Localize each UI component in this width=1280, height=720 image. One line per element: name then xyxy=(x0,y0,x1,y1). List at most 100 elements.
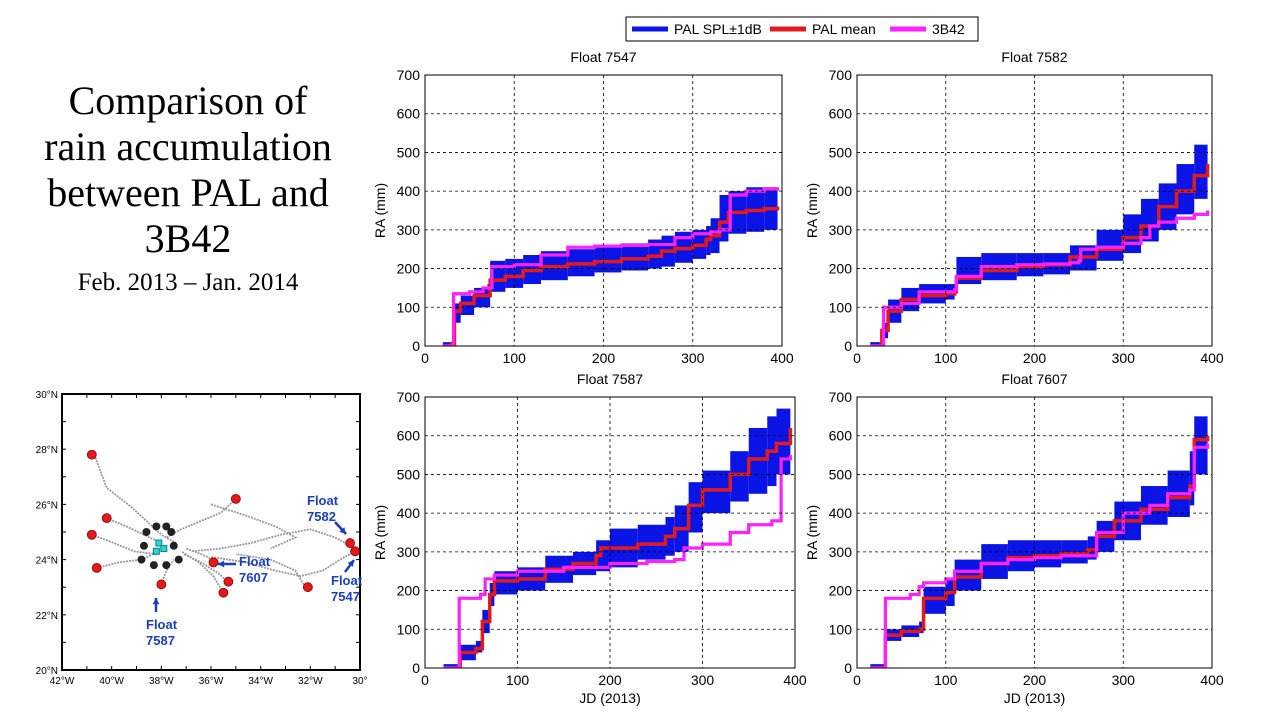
x-tick-label: 100 xyxy=(506,672,530,688)
float-label-text: 7547 xyxy=(331,589,360,604)
spl-band-segment xyxy=(702,470,731,514)
float-arrow-head xyxy=(339,527,346,534)
deploy-marker-black xyxy=(162,561,171,570)
slide-title-line: Comparison of xyxy=(68,78,308,123)
spl-band-segment xyxy=(776,408,791,475)
plot-frame xyxy=(424,74,783,347)
float-track xyxy=(93,454,177,544)
chart-panel-1: 0 100 200 300 400 0 100 200 300 400 500 600 700 Float… xyxy=(372,49,794,366)
float-track xyxy=(165,498,237,539)
spl-band-segment xyxy=(621,243,649,271)
y-tick-label: 300 xyxy=(829,544,853,560)
series-3b42-line xyxy=(870,210,1210,346)
slide-title-block: Comparison of rain accumulation between … xyxy=(18,78,358,300)
y-axis-label: RA (mm) xyxy=(372,183,388,238)
float-track xyxy=(180,550,225,594)
spl-band-segment xyxy=(954,559,982,591)
deploy-marker-black xyxy=(139,541,148,550)
y-tick-label: 600 xyxy=(829,106,853,122)
series-3b42-line xyxy=(442,187,780,346)
map-lat-label: 30°N xyxy=(36,390,58,401)
spl-band-segment xyxy=(1123,214,1141,254)
plot-area xyxy=(857,397,1212,668)
chart-title: Float 7547 xyxy=(570,49,636,65)
float-arrow-head xyxy=(218,560,225,568)
spl-band-segment xyxy=(870,664,882,668)
spl-band-segment xyxy=(1141,198,1159,242)
x-tick-label: 0 xyxy=(421,672,429,688)
y-tick-label: 200 xyxy=(397,261,421,277)
slide-title-line: 3B42 xyxy=(144,216,232,261)
deploy-marker-black xyxy=(142,528,151,536)
spl-band-segment xyxy=(919,284,946,304)
spl-band-segment xyxy=(1087,536,1097,560)
slide-title-line: rain accumulation xyxy=(44,124,332,169)
x-tick-label: 0 xyxy=(853,350,861,366)
y-tick-label: 100 xyxy=(829,621,853,637)
spl-band-segment xyxy=(719,195,729,242)
float-label-text: Float xyxy=(331,573,363,588)
spl-band-segment xyxy=(1176,164,1195,215)
map-lon-label: 38°W xyxy=(149,676,174,687)
float-end-marker xyxy=(86,529,97,540)
chart-title: Float 7582 xyxy=(1001,49,1067,65)
x-tick-label: 200 xyxy=(598,672,622,688)
deploy-marker-cyan xyxy=(155,539,163,547)
charts-group: 0 100 200 300 400 0 100 200 300 400 500 600 700 Float… xyxy=(372,49,1224,706)
float-end-marker xyxy=(350,546,360,557)
map-lat-label: 20°N xyxy=(36,666,58,677)
y-tick-label: 300 xyxy=(397,544,421,560)
spl-band-segment xyxy=(1194,416,1208,475)
y-tick-label: 500 xyxy=(397,144,421,160)
slide-subtitle: Feb. 2013 – Jan. 2014 xyxy=(77,269,299,296)
legend: PAL SPL±1dB PAL mean 3B42 xyxy=(625,16,979,42)
chart-panel-3: 0 100 200 300 400 0 100 200 300 400 500 600 700 Float… xyxy=(372,371,807,706)
map-lat-label: 28°N xyxy=(36,445,58,456)
series-3b42-line xyxy=(443,455,792,668)
float-label-text: Float xyxy=(239,554,271,569)
plot-frame xyxy=(424,396,796,669)
plot-layer xyxy=(870,144,1210,346)
plot-frame xyxy=(856,74,1213,347)
spl-band-segment xyxy=(919,621,924,634)
spl-band-segment xyxy=(494,571,518,595)
y-tick-label: 700 xyxy=(397,67,421,83)
x-tick-label: 200 xyxy=(1023,672,1047,688)
y-tick-label: 500 xyxy=(829,144,853,160)
y-tick-label: 0 xyxy=(844,338,852,354)
y-tick-label: 100 xyxy=(397,299,421,315)
float-label-text: 7582 xyxy=(307,509,336,524)
y-tick-label: 600 xyxy=(397,428,421,444)
x-tick-label: 300 xyxy=(1112,350,1136,366)
y-tick-label: 300 xyxy=(397,222,421,238)
map-frame xyxy=(61,393,361,671)
plot-frame xyxy=(856,396,1213,669)
y-tick-label: 200 xyxy=(829,261,853,277)
series-pal-mean-line xyxy=(870,164,1210,346)
y-tick-label: 700 xyxy=(397,389,421,405)
x-tick-label: 400 xyxy=(1200,672,1224,688)
deploy-marker-black xyxy=(169,541,178,550)
map-lon-label: 34°W xyxy=(248,676,273,687)
spl-band-segment xyxy=(1007,540,1035,572)
y-tick-label: 0 xyxy=(412,660,420,676)
deploy-marker-black xyxy=(162,522,171,531)
x-tick-label: 100 xyxy=(503,350,527,366)
y-tick-label: 500 xyxy=(829,466,853,482)
spl-band-segment xyxy=(1034,540,1062,568)
y-tick-label: 500 xyxy=(397,466,421,482)
spl-band-segment xyxy=(923,586,946,614)
x-tick-label: 300 xyxy=(681,350,705,366)
deploy-marker-cyan xyxy=(152,547,160,555)
spl-band-segment xyxy=(881,664,886,668)
spl-band-segment xyxy=(637,524,666,560)
spl-band-segment xyxy=(748,427,768,494)
x-tick-label: 200 xyxy=(1023,350,1047,366)
chart-panel-4: 0 100 200 300 400 0 100 200 300 400 500 600 700 Float… xyxy=(804,371,1224,706)
float-arrow-head xyxy=(152,598,160,605)
deploy-marker-black xyxy=(152,522,161,531)
spl-band-segment xyxy=(1194,144,1208,199)
deploy-marker-black xyxy=(149,561,158,570)
